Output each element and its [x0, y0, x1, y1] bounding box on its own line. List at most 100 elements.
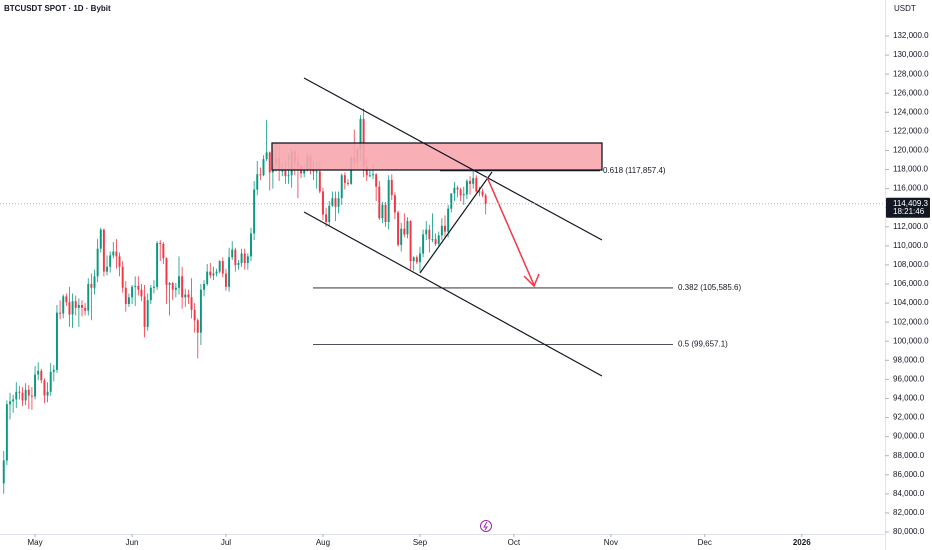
- candle-body: [372, 174, 374, 176]
- candle-body: [431, 239, 434, 241]
- candle-body: [368, 175, 371, 177]
- candle-body: [378, 186, 381, 219]
- candle-body: [340, 175, 343, 199]
- candle-body: [171, 283, 174, 290]
- x-tick-label: Jul: [221, 538, 231, 547]
- countdown-label: 18:21:46: [893, 207, 925, 216]
- candle-body: [121, 266, 124, 288]
- candle-body: [21, 392, 24, 401]
- y-tick-label: 130,000.0: [893, 50, 929, 59]
- candle-body: [237, 263, 240, 265]
- candle-body: [34, 374, 37, 397]
- candle-body: [87, 284, 90, 311]
- y-tick-label: 100,000.0: [893, 336, 929, 345]
- events-icon[interactable]: [480, 520, 492, 532]
- y-tick-label: 96,000.0: [893, 374, 925, 383]
- y-tick-label: 98,000.0: [893, 355, 925, 364]
- event-marker[interactable]: [480, 520, 492, 532]
- candle-body: [84, 307, 87, 311]
- candle-body: [2, 460, 5, 484]
- candle-body: [253, 189, 256, 234]
- y-tick-label: 124,000.0: [893, 107, 929, 116]
- y-tick-label: 84,000.0: [893, 489, 925, 498]
- candle-body: [284, 170, 287, 177]
- last-price-box: [886, 197, 930, 218]
- candle-body: [178, 276, 180, 288]
- candle-body: [365, 166, 368, 176]
- chart-title: BTCUSDT SPOT · 1D · Bybit: [4, 4, 111, 13]
- candle-body: [96, 248, 99, 277]
- candle-body: [331, 198, 334, 206]
- candle-body: [159, 242, 162, 244]
- candle-body: [212, 273, 215, 276]
- candle-body: [240, 253, 243, 264]
- candle-body: [5, 404, 8, 461]
- candle-body: [30, 395, 33, 397]
- candle-body: [71, 301, 74, 315]
- candle-body: [55, 312, 58, 370]
- candle-body: [199, 289, 202, 333]
- candle-body: [397, 212, 400, 245]
- x-tick-label: Nov: [604, 538, 618, 547]
- candle-body: [328, 205, 331, 222]
- candle-body: [102, 229, 105, 272]
- candle-body: [59, 312, 62, 314]
- candle-body: [418, 253, 421, 263]
- lower-trendline: [303, 211, 603, 377]
- candle-body: [65, 296, 68, 303]
- candle-body: [465, 180, 468, 195]
- y-tick-label: 126,000.0: [893, 88, 929, 97]
- x-tick-label: Jun: [126, 538, 139, 547]
- candle-body: [281, 170, 284, 172]
- drawings: [271, 77, 603, 377]
- y-tick-label: 86,000.0: [893, 470, 925, 479]
- supply-zone: [271, 142, 603, 171]
- candle-body: [440, 225, 443, 236]
- candle-body: [115, 251, 118, 257]
- candle-body: [381, 204, 384, 219]
- candle-body: [12, 399, 15, 402]
- candle-body: [406, 221, 409, 235]
- candle-body: [303, 170, 306, 174]
- candle-body: [462, 194, 465, 196]
- candle-body: [447, 208, 450, 232]
- candle-body: [318, 171, 321, 192]
- candle-body: [99, 229, 102, 249]
- y-tick-label: 94,000.0: [893, 394, 925, 403]
- candle-body: [52, 369, 55, 372]
- fib-label: 0.5 (99,657.1): [678, 340, 728, 349]
- candle-body: [46, 391, 49, 396]
- y-tick-label: 102,000.0: [893, 317, 929, 326]
- x-tick-label: Aug: [316, 538, 330, 547]
- candle-body: [425, 229, 428, 235]
- rising-trendline: [419, 171, 493, 274]
- candle-body: [265, 152, 268, 160]
- candle-body: [43, 380, 46, 396]
- candle-body: [459, 189, 462, 196]
- candle-body: [337, 198, 340, 207]
- x-tick-label: 2026: [793, 538, 811, 547]
- y-tick-label: 116,000.0: [893, 184, 929, 193]
- x-tick-label: May: [27, 538, 42, 547]
- candle-body: [400, 228, 403, 245]
- candle-body: [196, 320, 199, 333]
- y-tick-label: 118,000.0: [893, 165, 929, 174]
- y-tick-label: 120,000.0: [893, 146, 929, 155]
- candle-body: [315, 171, 318, 173]
- candle-body: [118, 256, 121, 267]
- x-tick-label: Sep: [413, 538, 428, 547]
- candle-body: [325, 214, 328, 222]
- candle-body: [18, 391, 21, 393]
- candle-body: [403, 228, 406, 235]
- candle-body: [27, 389, 30, 396]
- forecast-arrow-head: [523, 273, 540, 288]
- candle-body: [234, 249, 237, 265]
- candle-body: [181, 276, 184, 298]
- candle-body: [81, 304, 83, 308]
- x-tick-label: Oct: [508, 538, 521, 547]
- candle-body: [109, 255, 112, 267]
- candle-body: [472, 178, 475, 184]
- candle-body: [165, 258, 168, 285]
- candle-body: [475, 178, 478, 192]
